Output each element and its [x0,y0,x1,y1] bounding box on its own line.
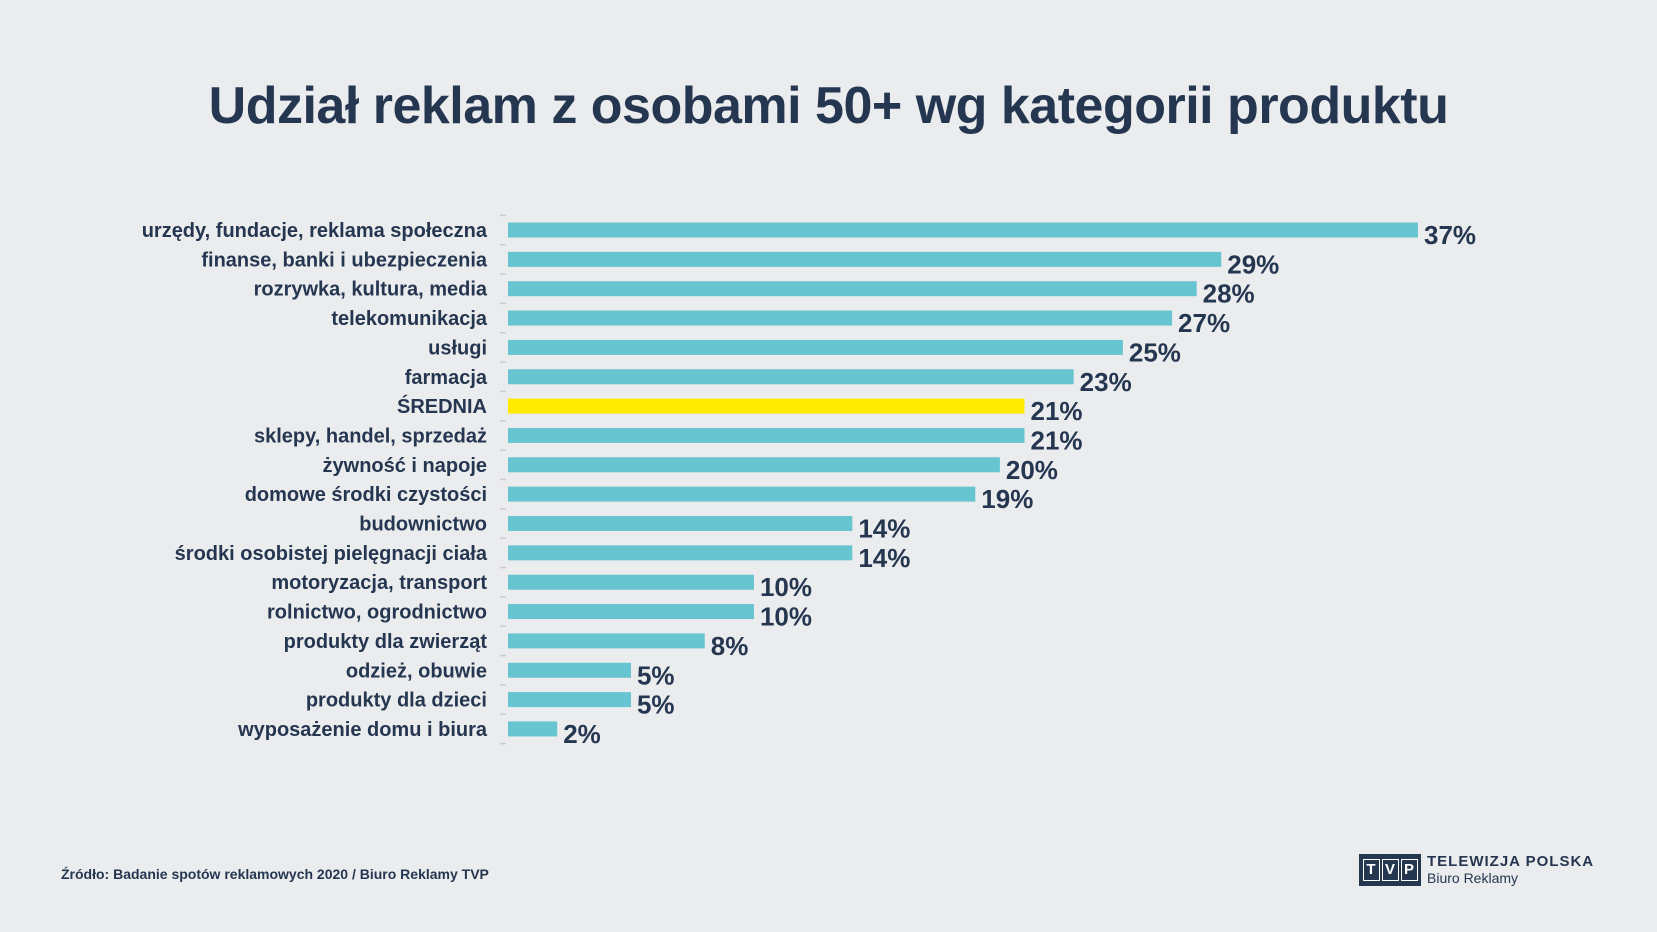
value-label: 21% [1030,396,1082,426]
category-label: budownictwo [359,514,487,536]
category-label: odzież, obuwie [346,660,487,682]
bar [508,721,558,737]
bar [508,574,754,590]
category-label: sklepy, handel, sprzedaż [254,425,487,447]
bar [508,486,976,502]
logo-letter: V [1381,859,1399,881]
bar [508,692,631,708]
value-label: 10% [760,602,812,632]
bar [508,281,1197,297]
bar [508,633,705,649]
value-label: 5% [637,660,675,690]
category-label: produkty dla zwierząt [284,631,488,653]
bar [508,516,853,531]
value-label: 28% [1203,279,1255,309]
bar [508,604,754,620]
bar [508,251,1222,267]
bar [508,369,1074,385]
value-label: 10% [760,572,812,602]
bar [508,339,1123,355]
bar [508,222,1418,238]
bar [508,310,1173,326]
value-label: 5% [637,690,675,720]
value-label: 20% [1006,455,1058,485]
chart-title: Udział reklam z osobami 50+ wg kategorii… [208,77,1449,135]
category-label: urzędy, fundacje, reklama społeczna [142,220,488,242]
category-label: rolnictwo, ogrodnictwo [267,602,487,624]
value-label: 14% [858,514,910,544]
value-label: 37% [1424,220,1476,250]
bar [508,398,1025,414]
value-label: 14% [858,543,910,573]
category-label: domowe środki czystości [245,484,487,506]
logo-title: TELEWIZJA POLSKA [1427,853,1595,870]
category-label: żywność i napoje [323,455,487,477]
bar [508,457,1000,473]
logo-subtitle: Biuro Reklamy [1427,870,1519,886]
category-label: telekomunikacja [331,308,488,330]
tvp-logo: T V P TELEWIZJA POLSKA Biuro Reklamy [1359,853,1594,887]
value-label: 2% [563,719,601,749]
bar [508,545,853,561]
bar [508,662,631,678]
tvp-logo-mark: T V P [1359,854,1421,886]
logo-letter: P [1400,859,1418,881]
value-label: 25% [1129,337,1181,367]
bar [508,427,1025,443]
category-label: produkty dla dzieci [306,690,487,712]
value-label: 8% [711,631,749,661]
logo-letter: T [1362,859,1380,881]
category-label: usługi [428,337,487,359]
category-label: środki osobistej pielęgnacji ciała [175,543,488,565]
category-label: rozrywka, kultura, media [254,279,488,301]
category-label: wyposażenie domu i biura [237,719,488,741]
category-label: finanse, banki i ubezpieczenia [201,249,488,271]
value-label: 29% [1227,249,1279,279]
category-label: ŚREDNIA [397,394,487,418]
value-label: 19% [981,484,1033,514]
source-note: Źródło: Badanie spotów reklamowych 2020 … [61,866,489,882]
value-label: 27% [1178,308,1230,338]
value-label: 23% [1080,367,1132,397]
category-label: motoryzacja, transport [271,572,487,594]
value-label: 21% [1030,425,1082,455]
bar-chart: urzędy, fundacje, reklama społeczna 37% fi… [142,214,1476,749]
category-label: farmacja [405,367,488,389]
